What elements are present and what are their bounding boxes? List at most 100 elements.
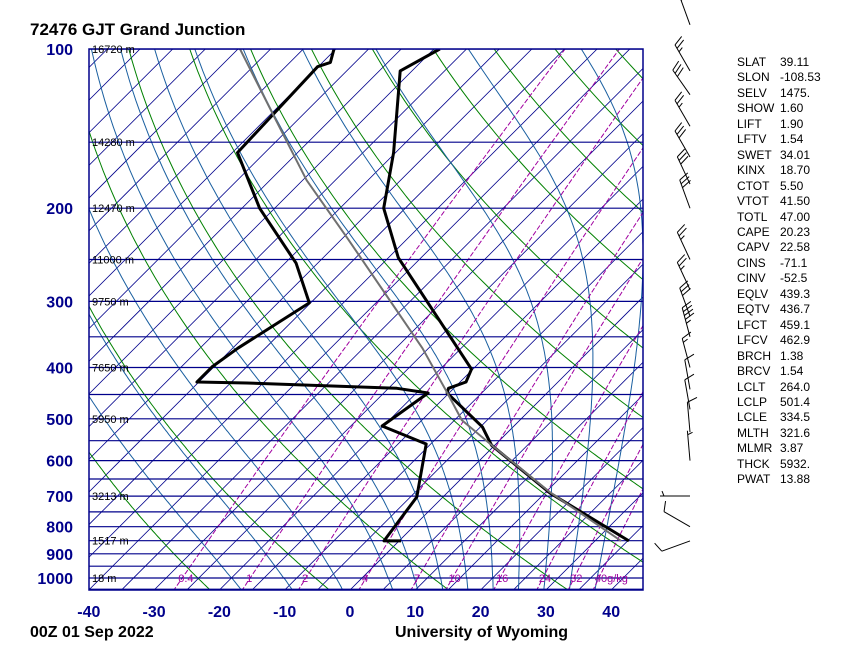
isotherm-line [382,329,643,590]
moist-adiabat-line [301,49,521,590]
wind-barb-feather [684,308,694,316]
param-row-selv: SELV 1475. [737,86,821,101]
dry-adiabat-line [432,49,643,281]
temperature-tick-label: 10 [406,604,424,621]
param-label: CAPE [737,224,770,239]
param-value: 1.38 [780,348,804,363]
param-label: CAPV [737,240,770,255]
wind-barb [674,91,691,127]
temperature-tick-label: 40 [602,604,620,621]
temperature-tick-label: 30 [537,604,555,621]
isotherm-line [349,296,643,590]
wind-barb-staff [663,511,691,528]
isotherm-line [89,49,435,395]
wind-barb [680,0,691,25]
temperature-tick-label: -20 [208,604,231,621]
param-label: LFTV [737,132,767,147]
param-label: LFCV [737,333,768,348]
dry-adiabat-line [310,49,643,419]
wind-barb-feather [681,300,692,309]
wind-barb-feather [678,257,687,267]
isotherm-line [89,49,272,232]
pressure-tick-label: 800 [46,520,73,537]
moist-adiabat-line [89,207,344,590]
isotherm-line [89,49,370,330]
moist-adiabat-line [89,313,294,590]
param-label: EQTV [737,302,770,317]
param-label: SLON [737,70,770,85]
wind-barb-feather [663,501,667,512]
param-label: CINS [737,255,766,270]
wind-barb-feather [676,148,686,158]
wind-barb [663,501,691,528]
param-value: 1.54 [780,364,804,379]
param-value: 462.9 [780,333,811,348]
param-row-eqlv: EQLV 439.3 [737,287,821,302]
wind-barb-staff [684,359,691,390]
param-value: -71.1 [780,255,808,270]
isotherm-line [251,198,643,590]
wind-barb-feather [674,122,683,132]
param-label: LCLP [737,394,768,409]
isotherm-line [153,100,643,590]
wind-barb-feather [674,36,683,46]
isotherm-line [120,67,643,590]
param-row-lift: LIFT 1.90 [737,117,821,132]
moist-adiabat-line [375,49,553,590]
isotherm-line [89,49,206,166]
wind-barb-staff [681,307,691,337]
param-value: 321.6 [780,425,811,440]
pressure-tick-label: 900 [46,547,73,564]
isotherm-line [545,492,643,590]
wind-barb-feather [678,227,687,237]
isotherm-line [89,49,402,362]
mixing-ratio-label: 0.4 [178,573,193,585]
dry-adiabat-line [371,49,643,349]
param-row-pwat: PWAT 13.88 [737,472,821,487]
param-row-vtot: VTOT 41.50 [737,194,821,209]
wind-barb-feather [685,312,695,320]
wind-barb-feather [682,287,691,296]
wind-barb-feather [681,331,692,339]
isotherm-line [414,361,643,590]
param-label: TOTL [737,209,768,224]
dry-adiabat-line [89,587,92,590]
temperature-profile-line [382,49,630,543]
wind-barb [674,122,691,158]
dry-adiabat-line [189,49,643,563]
moist-adiabat-line [89,395,243,590]
param-label: PWAT [737,472,771,487]
isotherm-line [284,231,643,590]
temperature-tick-label: -10 [273,604,296,621]
mixing-ratio-line [173,49,566,590]
param-value: 5932. [780,456,811,471]
isotherm-line [89,49,337,297]
wind-barb-feather [674,91,683,101]
wind-barb-feather [672,60,680,71]
wind-barb [686,430,693,461]
moist-adiabat-line [467,49,594,590]
wind-barb [674,36,691,72]
wind-barb-half-feather [678,102,683,108]
moist-adiabat-line [154,49,444,590]
param-row-cinv: CINV -52.5 [737,271,821,286]
wind-barb [681,300,695,337]
pressure-tick-label: 600 [46,454,73,471]
param-label: MLTH [737,425,769,440]
isotherm-line [218,165,643,590]
moist-adiabat-line [120,49,419,590]
height-label: 9750 m [92,296,129,308]
param-value: 1475. [780,85,811,100]
param-value: -52.5 [780,271,808,286]
wind-barb-feather [676,67,684,77]
height-label: 12470 m [92,203,135,215]
wind-barb [676,224,691,260]
isotherm-line [89,49,598,558]
param-label: VTOT [737,194,769,209]
height-label: 16720 m [92,44,135,56]
wind-barb-feather [679,172,689,181]
param-label: SHOW [737,101,775,116]
param-label: THCK [737,456,770,471]
dewpoint-profile-line [195,49,430,543]
